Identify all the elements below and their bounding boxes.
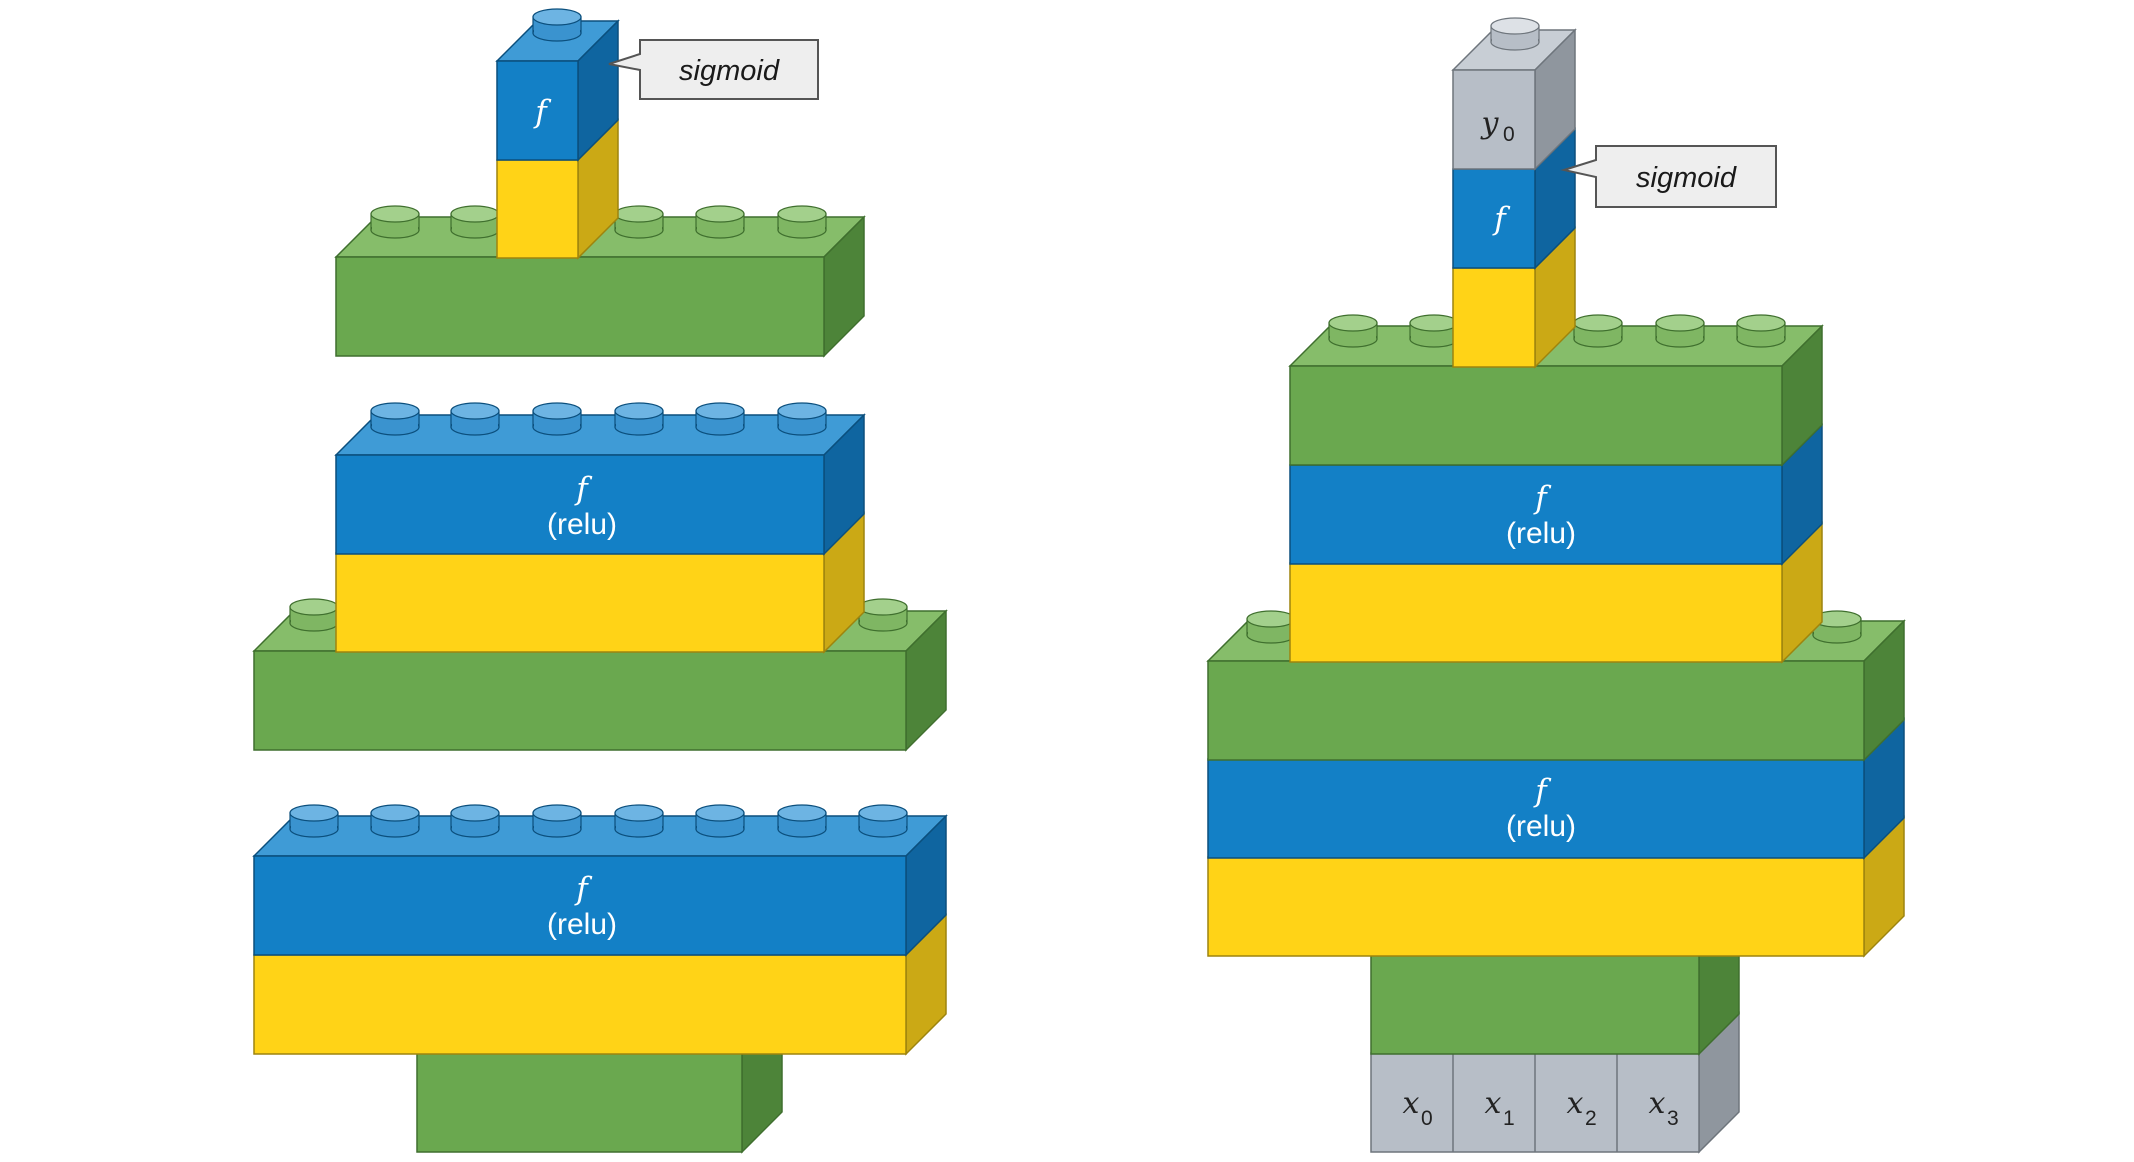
left-middle-blue-stud-1 bbox=[450, 402, 500, 436]
left-bottom-blue-layer-top bbox=[252, 815, 948, 857]
right-hidden-2-stud-2 bbox=[1573, 314, 1623, 348]
left-top-plate-stud-1 bbox=[450, 205, 500, 239]
right-hidden-2-stud-1 bbox=[1409, 314, 1459, 348]
left-top-green-plate-front bbox=[335, 256, 825, 357]
left-bottom-yellow-layer bbox=[253, 913, 947, 1056]
left-bottom-yellow-layer-front bbox=[253, 954, 907, 1055]
left-middle-blue-layer-front bbox=[335, 454, 825, 555]
right-output-y-label: y bbox=[1480, 106, 1500, 141]
right-top-yellow-block-front bbox=[1452, 267, 1536, 368]
left-top-yellow-block-front bbox=[496, 159, 579, 259]
right-hidden-2-yellow-layer bbox=[1289, 521, 1823, 664]
left-middle-blue-stud-3 bbox=[614, 402, 664, 436]
right-input-x0-label: x bbox=[1403, 1086, 1420, 1121]
right-hidden-1-blue-layer bbox=[1207, 717, 1905, 860]
right-top-blue-block bbox=[1452, 127, 1576, 270]
left-bottom-blue-stud-3 bbox=[532, 804, 582, 838]
right-input-x3-label: x bbox=[1649, 1086, 1666, 1121]
left-bottom-blue-stud-2 bbox=[450, 804, 500, 838]
left-bottom-blue-layer-front bbox=[253, 855, 907, 956]
right-hidden-1-blue-layer-front bbox=[1207, 758, 1865, 859]
right-top-yellow-block bbox=[1452, 226, 1576, 369]
right-output-gray-block-front bbox=[1452, 69, 1536, 170]
right-output-y-subscript: 0 bbox=[1503, 123, 1515, 146]
right-hidden-2-green-plate-front bbox=[1289, 365, 1783, 466]
right-hidden-layer-1-activation-label: (relu) bbox=[1506, 810, 1576, 843]
right-input-x1-label: x bbox=[1485, 1086, 1502, 1121]
right-input-x0-subscript: 0 bbox=[1421, 1107, 1433, 1130]
right-input-x3-subscript: 3 bbox=[1667, 1107, 1679, 1130]
left-middle-plate-stud-1 bbox=[858, 598, 908, 632]
left-sigmoid-callout-text: sigmoid bbox=[679, 55, 780, 87]
right-hidden-layer-2-activation-label: (relu) bbox=[1506, 517, 1576, 550]
right-hidden-2-stud-0 bbox=[1328, 314, 1378, 348]
left-bottom-blue-layer bbox=[252, 814, 948, 957]
left-bottom-green-block-front bbox=[416, 1052, 743, 1153]
left-middle-blue-stud-2 bbox=[532, 402, 582, 436]
left-top-yellow-block bbox=[496, 118, 619, 260]
left-middle-plate-stud-0 bbox=[289, 598, 339, 632]
right-hidden-1-green-plate-front bbox=[1207, 660, 1865, 761]
left-middle-green-plate-front bbox=[253, 650, 907, 751]
left-middle-layer-activation-label: (relu) bbox=[547, 508, 617, 541]
left-top-blue-block bbox=[495, 19, 620, 162]
right-input-x2-label: x bbox=[1567, 1086, 1584, 1121]
left-bottom-blue-stud-6 bbox=[777, 804, 827, 838]
left-top-blue-block-front bbox=[496, 60, 579, 161]
left-top-plate-stud-3 bbox=[695, 205, 745, 239]
right-hidden-1-yellow-layer bbox=[1207, 815, 1905, 958]
left-top-plate-stud-2 bbox=[614, 205, 664, 239]
left-middle-blue-stud-4 bbox=[695, 402, 745, 436]
right-hidden-1-stud-1 bbox=[1812, 610, 1862, 644]
left-top-blue-stud bbox=[532, 8, 582, 42]
left-middle-blue-stud-0 bbox=[370, 402, 420, 436]
left-bottom-layer-activation-label: (relu) bbox=[547, 908, 617, 941]
right-top-blue-block-front bbox=[1452, 168, 1536, 269]
right-bottom-green-block-front bbox=[1370, 954, 1700, 1055]
right-output-gray-stud bbox=[1490, 17, 1540, 51]
left-sigmoid-callout: sigmoid bbox=[608, 39, 819, 100]
left-bottom-blue-stud-5 bbox=[695, 804, 745, 838]
left-top-green-plate bbox=[334, 215, 866, 358]
right-hidden-2-stud-4 bbox=[1736, 314, 1786, 348]
left-middle-blue-stud-5 bbox=[777, 402, 827, 436]
right-hidden-2-stud-3 bbox=[1655, 314, 1705, 348]
right-hidden-2-green-plate bbox=[1288, 324, 1824, 467]
left-bottom-blue-stud-0 bbox=[289, 804, 339, 838]
left-bottom-blue-stud-7 bbox=[858, 804, 908, 838]
right-sigmoid-callout-text: sigmoid bbox=[1636, 162, 1737, 194]
right-hidden-1-stud-0 bbox=[1246, 610, 1296, 644]
right-input-x1-subscript: 1 bbox=[1503, 1107, 1515, 1130]
right-hidden-1-yellow-layer-front bbox=[1207, 856, 1865, 957]
left-bottom-blue-stud-1 bbox=[370, 804, 420, 838]
right-output-gray-block bbox=[1451, 28, 1577, 171]
left-bottom-blue-stud-4 bbox=[614, 804, 664, 838]
right-sigmoid-callout: sigmoid bbox=[1560, 145, 1777, 208]
right-input-x2-subscript: 2 bbox=[1585, 1107, 1597, 1130]
left-middle-yellow-layer bbox=[335, 511, 865, 654]
left-top-plate-stud-0 bbox=[370, 205, 420, 239]
left-top-plate-stud-4 bbox=[777, 205, 827, 239]
left-middle-yellow-layer-front bbox=[335, 552, 825, 653]
right-hidden-2-blue-layer bbox=[1289, 423, 1823, 566]
right-hidden-2-yellow-layer-front bbox=[1289, 562, 1783, 663]
